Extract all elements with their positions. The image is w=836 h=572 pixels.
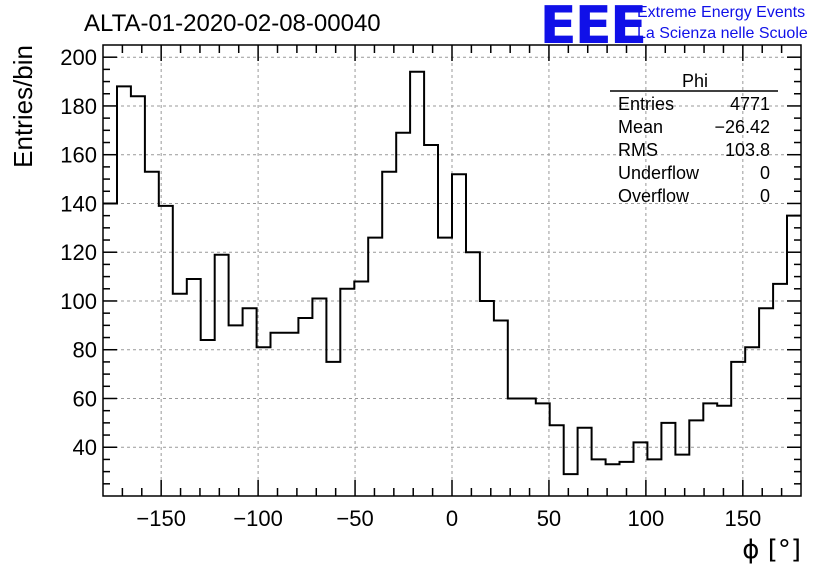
y-tick-label: 140: [60, 191, 97, 216]
eee-logo: EEE: [539, 0, 647, 56]
stats-row-label: RMS: [618, 140, 658, 160]
logo-line-2: La Scienza nelle Scuole: [637, 25, 808, 42]
histogram-bin: [229, 325, 243, 496]
histogram-bin: [284, 333, 298, 496]
stats-row-label: Entries: [618, 94, 674, 114]
histogram-bin: [773, 284, 787, 496]
grid-lines: [103, 45, 801, 496]
histogram-bin: [131, 96, 145, 496]
histogram-bin: [215, 255, 229, 496]
histogram-bin: [257, 347, 271, 496]
histogram-bin: [717, 406, 731, 496]
stats-row-label: Underflow: [618, 163, 700, 183]
histogram-bin: [312, 299, 326, 496]
x-tick-label: −50: [336, 506, 373, 531]
histogram-bin: [340, 289, 354, 496]
tick-labels: −150 −100 −50 0 50 100 150 40 60 80 100 120 140 160 18…: [60, 45, 761, 531]
histogram-bin: [578, 428, 592, 496]
stats-row-value: −26.42: [714, 117, 770, 137]
stats-row-label: Overflow: [618, 186, 690, 206]
histogram-outline: [103, 70, 801, 476]
histogram-bin: [298, 318, 312, 496]
histogram-bin: [675, 455, 689, 496]
histogram-bin: [187, 279, 201, 496]
histogram-bin: [647, 459, 661, 496]
chart-title: ALTA-01-2020-02-08-00040: [84, 10, 381, 37]
histogram: [103, 70, 801, 496]
x-tick-label: 100: [628, 506, 665, 531]
y-tick-label: 180: [60, 94, 97, 119]
axis-ticks: [103, 45, 801, 496]
stats-row-value: 103.8: [725, 140, 770, 160]
x-tick-label: −100: [233, 506, 283, 531]
histogram-bin: [396, 133, 410, 496]
stats-row-value: 0: [760, 186, 770, 206]
histogram-bin: [592, 459, 606, 496]
x-tick-label: 0: [446, 506, 458, 531]
stats-row-value: 4771: [730, 94, 770, 114]
histogram-bin: [201, 340, 215, 496]
logo-line-1: Extreme Energy Events: [637, 4, 806, 21]
histogram-bin: [382, 172, 396, 496]
histogram-bin: [424, 145, 438, 496]
histogram-bin: [536, 403, 550, 496]
y-tick-label: 160: [60, 143, 97, 168]
y-axis-label: Entries/bin: [8, 45, 38, 168]
y-tick-label: 120: [60, 240, 97, 265]
stats-box-title: Phi: [682, 71, 708, 91]
y-tick-label: 60: [73, 386, 97, 411]
x-tick-label: 50: [537, 506, 561, 531]
histogram-bin: [689, 420, 703, 496]
histogram-bin: [494, 320, 508, 496]
histogram-bin: [243, 308, 257, 496]
histogram-bin: [117, 86, 131, 496]
y-tick-label: 200: [60, 45, 97, 70]
histogram-bin: [173, 294, 187, 496]
x-axis-label: ϕ [°]: [742, 535, 801, 565]
y-tick-label: 80: [73, 338, 97, 363]
stats-row-label: Mean: [618, 117, 663, 137]
histogram-bin: [410, 72, 424, 496]
x-tick-label: −150: [136, 506, 186, 531]
histogram-bin: [326, 362, 340, 496]
histogram-bin: [354, 281, 368, 496]
histogram-bin: [703, 403, 717, 496]
stats-row-value: 0: [760, 163, 770, 183]
histogram-bin: [661, 423, 675, 496]
histogram-bin: [564, 474, 578, 496]
histogram-bin: [759, 308, 773, 496]
stats-box: Phi Entries 4771 Mean −26.42 RMS 103.8 Underfl…: [610, 71, 778, 206]
histogram-bin: [368, 238, 382, 496]
x-tick-label: 150: [724, 506, 761, 531]
y-tick-label: 40: [73, 435, 97, 460]
histogram-bin: [550, 425, 564, 496]
histogram-bin: [271, 333, 285, 496]
histogram-bin: [745, 347, 759, 496]
histogram-bin: [466, 252, 480, 496]
y-tick-label: 100: [60, 289, 97, 314]
histogram-bin: [787, 216, 801, 496]
histogram-bin: [438, 238, 452, 496]
